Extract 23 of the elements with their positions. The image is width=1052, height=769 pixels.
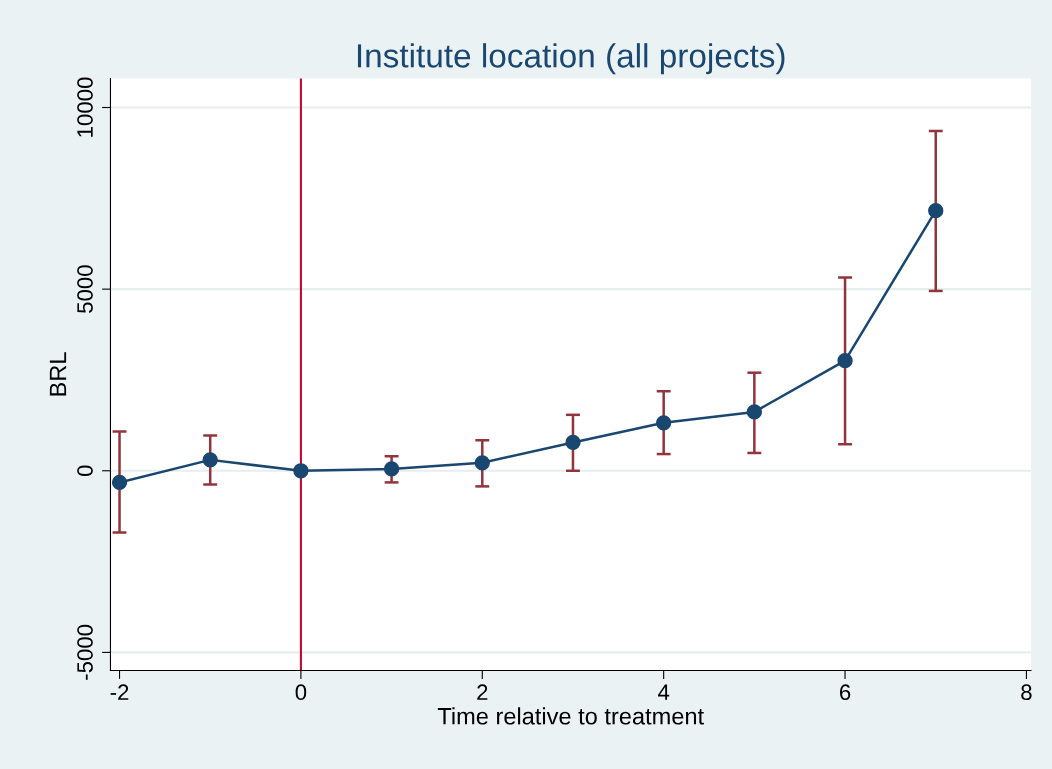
point (565, 434, 581, 451)
y-tick-label: 10000 (77, 77, 93, 137)
y-axis-title: BRL (49, 352, 67, 396)
point (111, 474, 128, 491)
x-tick-label: 0 (295, 684, 307, 701)
x-tick-label: -2 (110, 684, 129, 700)
x-tick-label: 8 (1021, 684, 1032, 701)
y-tick-label: 5000 (77, 265, 93, 313)
point (837, 353, 853, 369)
chart-title: Institute location (all projects) (357, 43, 785, 75)
x-axis-title: Time relative to treatment (437, 707, 704, 725)
point (928, 203, 944, 219)
point (474, 455, 490, 471)
x-tick-label: 4 (658, 684, 670, 700)
point (202, 452, 218, 468)
point (746, 404, 762, 420)
y-tick-label: -5000 (77, 624, 93, 680)
point (383, 461, 400, 477)
x-tick-label: 6 (840, 684, 851, 701)
y-tick-label: 0 (77, 465, 93, 477)
point (656, 415, 672, 431)
point (293, 463, 309, 479)
x-tick-label: 2 (477, 684, 488, 700)
